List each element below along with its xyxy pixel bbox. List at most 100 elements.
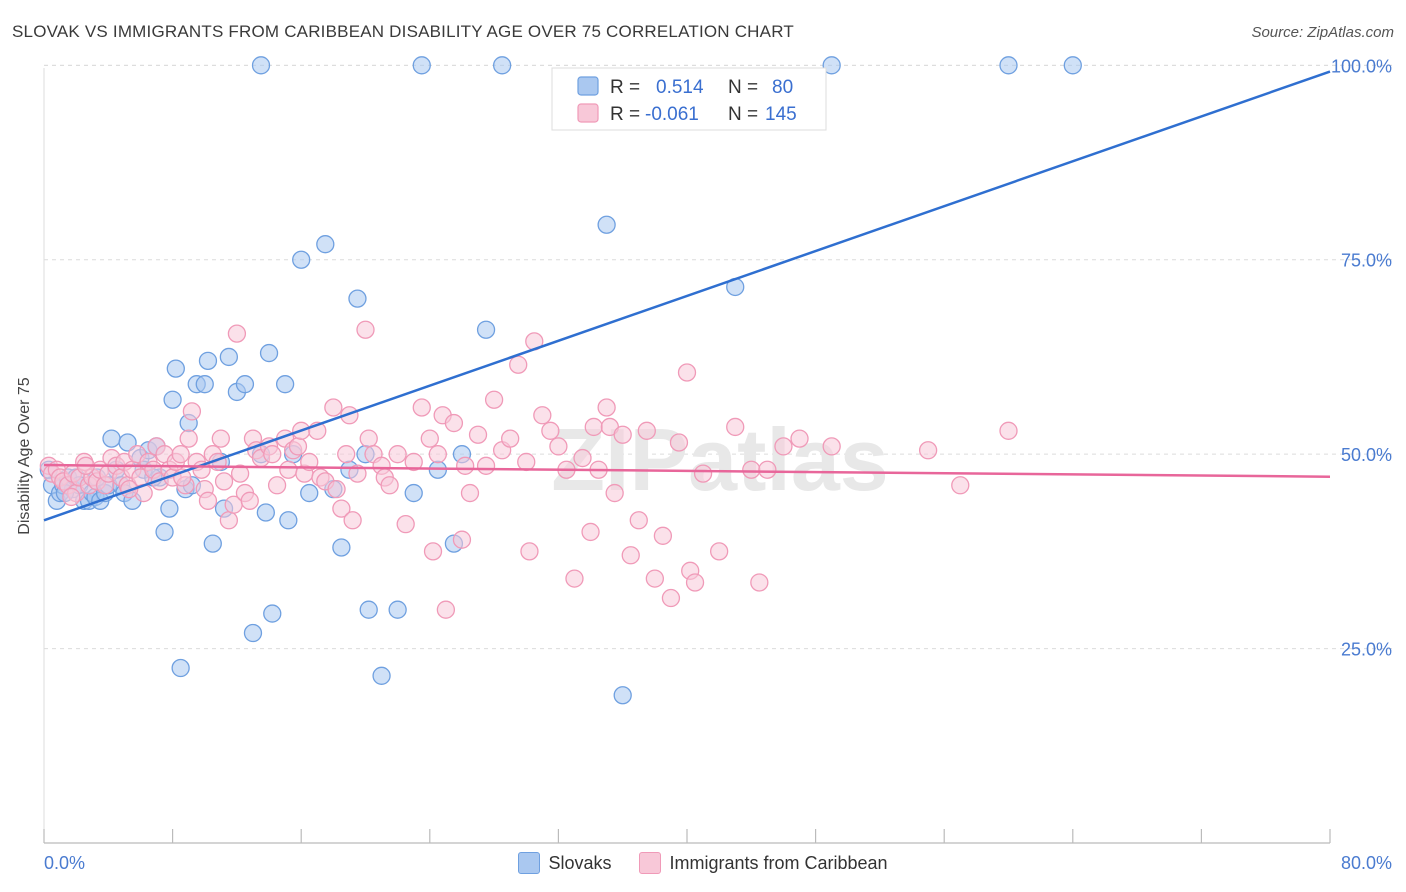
point-caribbean-73 [348, 464, 367, 483]
point-caribbean-88 [436, 600, 456, 619]
x-tick-marks [43, 829, 1331, 843]
point-slovaks-36 [203, 534, 222, 553]
trend-line-slovaks [43, 70, 1331, 522]
point-caribbean-115 [621, 546, 640, 565]
point-caribbean-118 [645, 569, 664, 588]
point-slovaks-30 [171, 658, 190, 678]
legend-n-label-2: N = [728, 104, 758, 125]
point-slovaks-27 [160, 499, 179, 518]
point-slovaks-56 [348, 289, 367, 308]
point-caribbean-86 [428, 445, 447, 464]
point-caribbean-120 [661, 588, 681, 608]
point-caribbean-84 [420, 429, 439, 448]
series-slovaks-points [39, 56, 1082, 705]
point-caribbean-124 [685, 573, 705, 592]
point-caribbean-45 [219, 511, 239, 530]
point-caribbean-67 [324, 398, 343, 417]
point-slovaks-39 [219, 347, 239, 367]
bottom-legend: Slovaks Immigrants from Caribbean [0, 852, 1406, 874]
y-tick-label-25: 25.0% [1341, 640, 1392, 660]
point-caribbean-107 [573, 448, 592, 468]
point-caribbean-97 [501, 429, 520, 448]
point-caribbean-94 [476, 456, 496, 475]
bottom-legend-label-caribbean: Immigrants from Caribbean [669, 852, 888, 873]
point-slovaks-46 [263, 604, 282, 623]
point-caribbean-128 [742, 460, 761, 479]
point-slovaks-42 [243, 623, 263, 643]
point-slovaks-60 [388, 600, 407, 619]
point-caribbean-82 [404, 452, 423, 472]
point-caribbean-98 [509, 355, 528, 374]
point-slovaks-70 [412, 56, 431, 75]
point-caribbean-131 [774, 437, 793, 456]
point-slovaks-41 [235, 375, 255, 394]
point-caribbean-130 [758, 460, 777, 479]
point-caribbean-104 [549, 437, 568, 456]
point-caribbean-69 [332, 499, 351, 518]
point-caribbean-58 [279, 460, 298, 479]
point-slovaks-35 [198, 351, 218, 370]
legend-swatch-slovaks [577, 76, 599, 96]
point-caribbean-133 [822, 437, 841, 456]
point-caribbean-111 [597, 398, 616, 417]
point-slovaks-29 [166, 359, 185, 378]
legend-n-label-1: N = [728, 77, 758, 98]
point-slovaks-54 [332, 538, 351, 557]
point-caribbean-129 [750, 573, 769, 592]
point-caribbean-138 [120, 480, 139, 499]
point-slovaks-34 [195, 375, 214, 394]
point-caribbean-35 [179, 429, 198, 448]
point-caribbean-33 [171, 445, 190, 464]
point-caribbean-106 [565, 569, 584, 588]
point-caribbean-85 [423, 542, 443, 561]
point-slovaks-45 [259, 343, 279, 363]
point-slovaks-69 [251, 56, 271, 75]
x-tick-label-min: 0.0% [44, 853, 85, 873]
point-caribbean-100 [520, 542, 539, 561]
point-caribbean-60 [288, 437, 308, 456]
point-caribbean-40 [198, 491, 218, 510]
point-caribbean-72 [343, 511, 362, 530]
point-slovaks-67 [613, 686, 632, 705]
y-tick-labels: 25.0% 50.0% 75.0% 100.0% [1331, 56, 1392, 659]
trend-lines [43, 70, 1331, 522]
point-caribbean-48 [230, 464, 250, 483]
point-caribbean-117 [637, 421, 656, 440]
point-caribbean-44 [214, 472, 234, 491]
point-slovaks-15 [102, 429, 121, 448]
point-caribbean-50 [240, 491, 259, 510]
x-tick-label-max: 80.0% [1341, 853, 1392, 873]
legend-r-label-2: R = [610, 104, 640, 125]
point-slovaks-26 [155, 522, 174, 542]
point-caribbean-132 [790, 429, 809, 448]
legend-n-value-1: 80 [772, 77, 793, 98]
point-caribbean-113 [605, 483, 624, 503]
point-slovaks-73 [999, 56, 1018, 75]
point-caribbean-108 [581, 522, 600, 542]
point-slovaks-58 [359, 600, 378, 619]
point-caribbean-122 [677, 363, 697, 382]
y-tick-label-50: 50.0% [1341, 445, 1392, 465]
point-caribbean-89 [444, 413, 464, 433]
point-caribbean-83 [412, 398, 431, 417]
point-caribbean-81 [396, 515, 415, 534]
bottom-legend-swatch-slovaks [518, 852, 541, 874]
point-slovaks-44 [256, 503, 275, 522]
point-caribbean-119 [653, 526, 673, 545]
point-caribbean-80 [388, 445, 407, 464]
point-slovaks-61 [404, 483, 423, 503]
point-caribbean-136 [999, 421, 1018, 440]
point-caribbean-70 [337, 445, 356, 464]
point-caribbean-47 [227, 324, 247, 343]
point-caribbean-126 [710, 542, 729, 561]
point-caribbean-99 [517, 452, 536, 472]
point-caribbean-109 [584, 417, 603, 437]
point-caribbean-116 [629, 511, 648, 530]
point-caribbean-43 [211, 429, 230, 448]
point-caribbean-75 [359, 429, 378, 448]
point-caribbean-74 [356, 320, 375, 339]
point-slovaks-47 [275, 375, 295, 394]
point-caribbean-56 [267, 476, 287, 495]
legend-r-value-1: 0.514 [656, 77, 704, 98]
